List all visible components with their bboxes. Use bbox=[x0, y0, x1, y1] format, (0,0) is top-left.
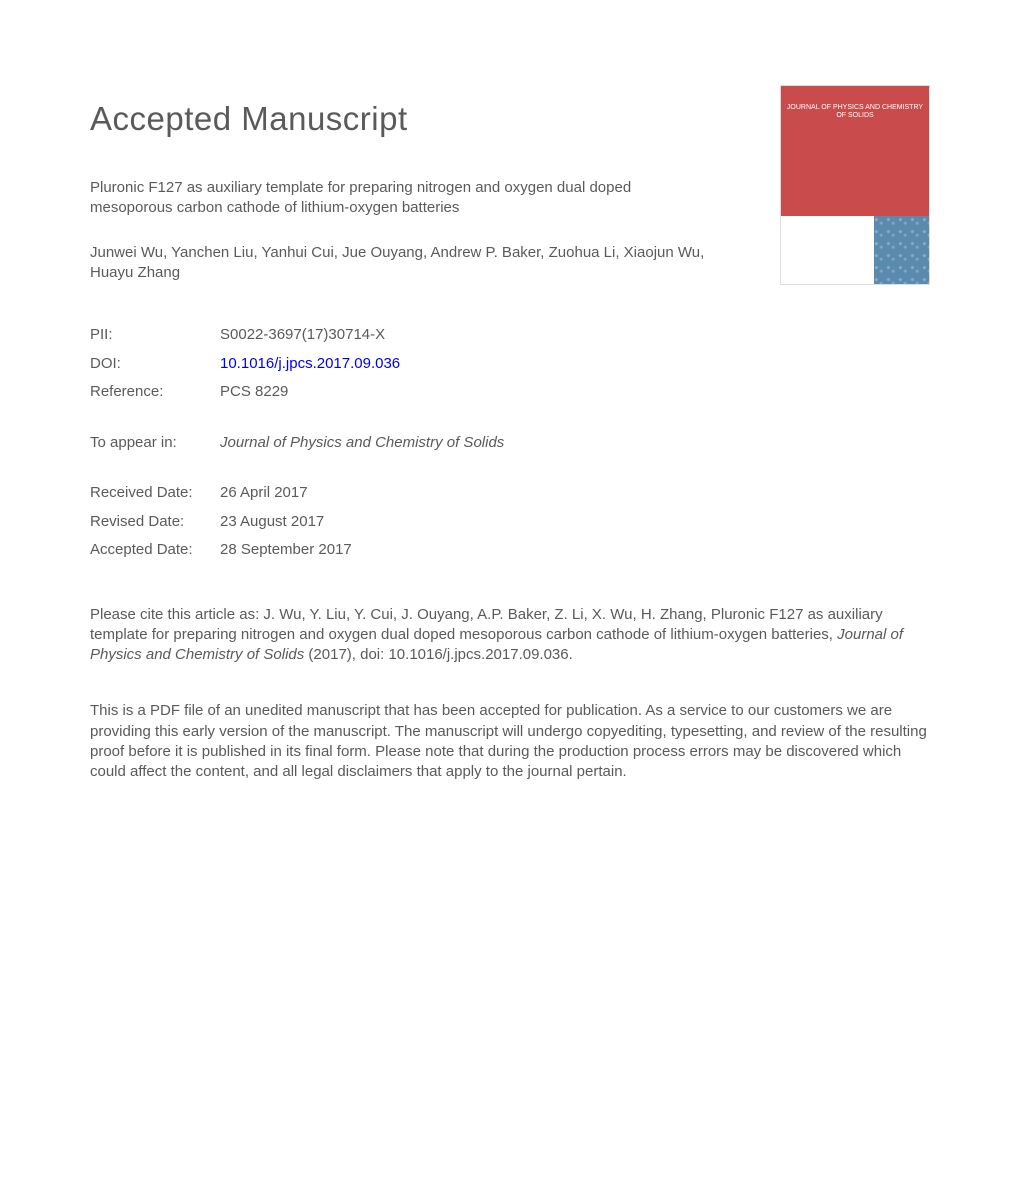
journal-cover-thumbnail: JOURNAL OF PHYSICS AND CHEMISTRY OF SOLI… bbox=[780, 85, 930, 285]
citation-suffix: (2017), doi: 10.1016/j.jpcs.2017.09.036. bbox=[304, 646, 573, 663]
citation-text: Please cite this article as: J. Wu, Y. L… bbox=[90, 605, 930, 666]
cover-journal-name: JOURNAL OF PHYSICS AND CHEMISTRY OF SOLI… bbox=[785, 104, 925, 121]
article-authors: Junwei Wu, Yanchen Liu, Yanhui Cui, Jue … bbox=[90, 243, 710, 284]
page-heading: Accepted Manuscript bbox=[90, 100, 408, 138]
revised-date: 23 August 2017 bbox=[220, 508, 324, 537]
pii-label: PII: bbox=[90, 321, 220, 350]
disclaimer-text: This is a PDF file of an unedited manusc… bbox=[90, 701, 930, 782]
received-date: 26 April 2017 bbox=[220, 479, 308, 508]
doi-link[interactable]: 10.1016/j.jpcs.2017.09.036 bbox=[220, 350, 400, 379]
received-label: Received Date: bbox=[90, 479, 220, 508]
reference-value: PCS 8229 bbox=[220, 378, 288, 407]
doi-label: DOI: bbox=[90, 350, 220, 379]
accepted-date: 28 September 2017 bbox=[220, 536, 352, 565]
article-title: Pluronic F127 as auxiliary template for … bbox=[90, 178, 710, 219]
appear-journal: Journal of Physics and Chemistry of Soli… bbox=[220, 429, 504, 458]
reference-label: Reference: bbox=[90, 378, 220, 407]
revised-label: Revised Date: bbox=[90, 508, 220, 537]
pii-value: S0022-3697(17)30714-X bbox=[220, 321, 385, 350]
appear-label: To appear in: bbox=[90, 429, 220, 458]
accepted-label: Accepted Date: bbox=[90, 536, 220, 565]
citation-prefix: Please cite this article as: J. Wu, Y. L… bbox=[90, 606, 883, 643]
